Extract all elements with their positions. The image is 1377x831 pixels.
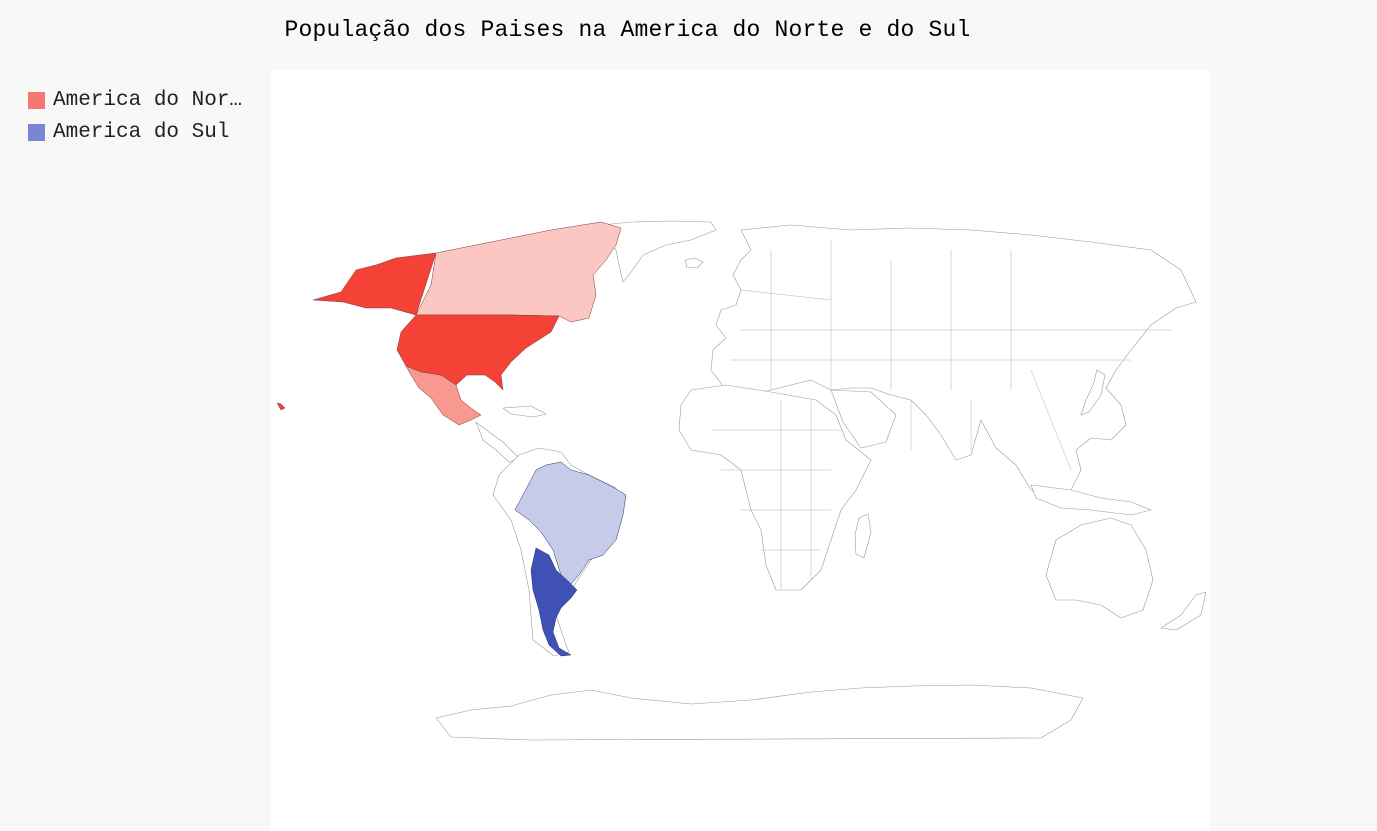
legend: America do Nor… America do Sul	[28, 84, 242, 148]
arabia-shape	[830, 389, 897, 449]
new-zealand-shape	[1160, 591, 1207, 631]
legend-label-south-america: America do Sul	[53, 120, 230, 144]
country-canada[interactable]	[415, 221, 622, 323]
cuba-shape	[502, 405, 547, 418]
chart-title: População dos Paises na America do Norte…	[284, 17, 971, 43]
legend-swatch-north-america	[28, 91, 45, 109]
iceland-shape	[684, 257, 704, 269]
greenland-shape	[600, 220, 717, 283]
country-argentina[interactable]	[530, 547, 578, 657]
country-borders	[711, 240, 1171, 590]
world-map	[276, 220, 1207, 741]
map-plot-area	[271, 70, 1210, 831]
country-brazil[interactable]	[514, 461, 627, 591]
japan-shape	[1080, 369, 1106, 416]
eurasia-shape	[710, 224, 1197, 501]
country-usa-hawaii[interactable]	[276, 402, 286, 411]
australia-shape	[1045, 517, 1154, 619]
indonesia-shape	[1030, 484, 1152, 516]
country-usa-alaska[interactable]	[312, 252, 437, 316]
madagascar-shape	[854, 513, 872, 559]
legend-item-north-america[interactable]: America do Nor…	[28, 84, 242, 116]
legend-item-south-america[interactable]: America do Sul	[28, 116, 242, 148]
central-america-shape	[475, 421, 520, 463]
legend-label-north-america: America do Nor…	[53, 88, 243, 112]
country-mexico[interactable]	[405, 365, 482, 426]
legend-swatch-south-america	[28, 123, 45, 141]
antarctica-shape	[435, 684, 1084, 741]
country-usa[interactable]	[396, 314, 560, 391]
